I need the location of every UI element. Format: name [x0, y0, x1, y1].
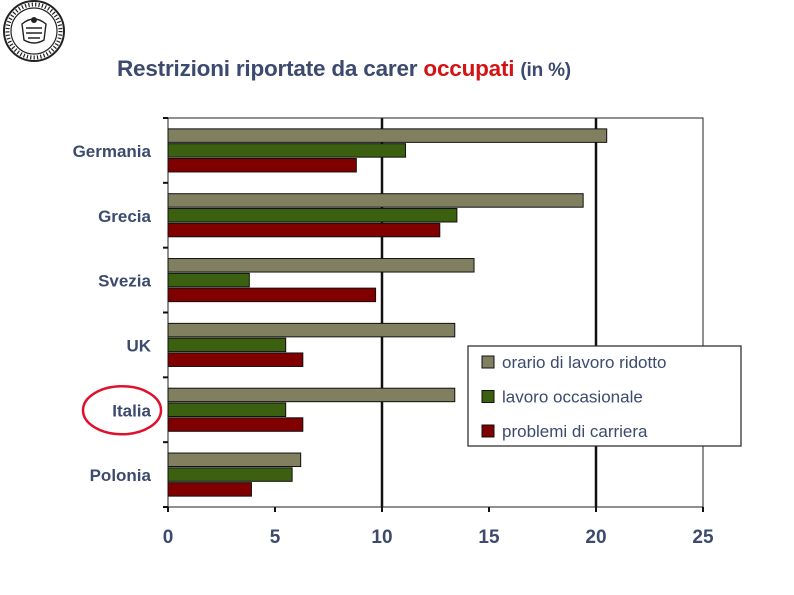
plot-frame: [167, 117, 704, 508]
bar-svezia-series-1: [167, 258, 475, 273]
legend-swatch-2: [481, 390, 495, 403]
x-tick-label: 20: [585, 527, 606, 548]
category-label-germania: Germania: [73, 142, 152, 161]
title-suffix: (in %): [520, 60, 571, 81]
university-seal-logo: [3, 0, 65, 62]
legend-label-2: lavoro occasionale: [502, 388, 643, 407]
bar-polonia-series-3: [167, 482, 252, 497]
bar-svezia-series-2: [167, 272, 250, 288]
chart-title: Restrizioni riportate da carer occupati …: [117, 56, 571, 82]
bar-polonia-series-2: [167, 467, 293, 482]
x-tick-label: 25: [692, 527, 714, 548]
bar-germania-series-3: [167, 157, 357, 173]
legend-swatch-3: [481, 424, 495, 438]
bar-grecia-series-2: [167, 208, 458, 223]
highlight-ellipse-italia: [81, 385, 163, 436]
title-main: Restrizioni riportate da carer: [117, 56, 418, 81]
category-label-polonia: Polonia: [90, 466, 152, 485]
bar-germania-series-1: [167, 128, 608, 143]
bar-polonia-series-1: [167, 452, 302, 468]
highlight-circle: [81, 385, 163, 436]
x-tick-labels: 0 5 10 15 20 25: [163, 527, 714, 548]
bar-germania-series-2: [167, 143, 407, 158]
x-tick-label: 0: [163, 527, 174, 548]
category-labels: Germania Grecia Svezia UK Italia Polonia: [73, 142, 152, 485]
x-tick-label: 15: [478, 527, 500, 548]
bar-italia-series-1: [167, 387, 456, 403]
legend-swatch-1: [481, 355, 495, 369]
legend-label-3: problemi di carriera: [502, 422, 648, 441]
bar-uk-series-2: [167, 337, 287, 353]
bar-svezia-series-3: [167, 287, 377, 303]
category-label-uk: UK: [126, 336, 151, 355]
grid-lines: [380, 118, 598, 507]
bar-grecia-series-1: [167, 193, 584, 208]
x-tick-label: 5: [270, 527, 281, 548]
bar-italia-series-3: [167, 417, 304, 432]
bars: [167, 128, 608, 497]
chart-axes: [163, 117, 704, 512]
bar-grecia-series-3: [167, 222, 441, 238]
x-tick-label: 10: [371, 527, 392, 548]
bar-uk-series-3: [167, 352, 304, 367]
legend: orario di lavoro ridotto lavoro occasiona…: [467, 345, 742, 447]
category-label-grecia: Grecia: [98, 207, 151, 226]
bar-uk-series-1: [167, 322, 456, 338]
category-label-svezia: Svezia: [98, 272, 151, 291]
title-accent: occupati: [423, 56, 515, 81]
legend-label-1: orario di lavoro ridotto: [502, 353, 666, 372]
bar-italia-series-2: [167, 402, 287, 417]
category-label-italia: Italia: [112, 401, 151, 420]
legend-box: [467, 345, 742, 447]
